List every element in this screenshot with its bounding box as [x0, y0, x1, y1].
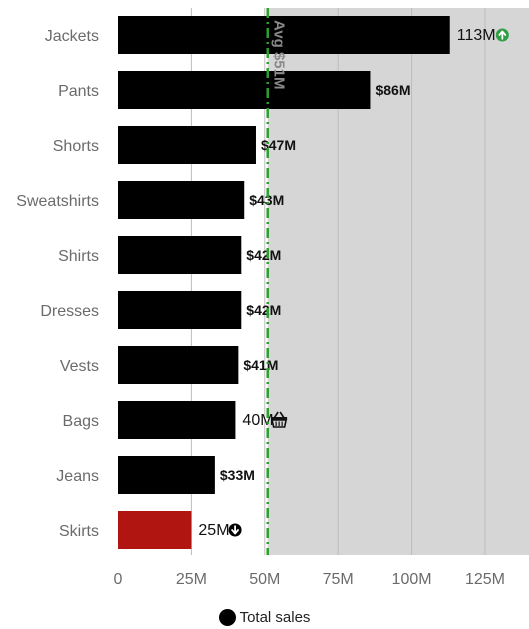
- value-label-pants: $86M: [375, 82, 410, 98]
- bar-pants: [118, 71, 371, 109]
- value-label-skirts: 25M: [198, 522, 229, 539]
- value-label-vests: $41M: [243, 357, 278, 373]
- average-reference-label: Avg $51M: [271, 20, 288, 89]
- category-label-jeans: Jeans: [56, 468, 99, 485]
- bar-vests: [118, 346, 239, 384]
- category-label-skirts: Skirts: [59, 523, 99, 540]
- legend-label-total-sales: Total sales: [239, 609, 311, 626]
- category-label-vests: Vests: [60, 358, 99, 375]
- chart-legend: Total sales: [0, 609, 529, 626]
- bar-skirts: [118, 511, 192, 549]
- bar-dresses: [118, 291, 242, 329]
- x-tick-label-0: 0: [114, 571, 123, 588]
- bar-jeans: [118, 456, 215, 494]
- value-label-shorts: $47M: [261, 137, 296, 153]
- x-tick-label-75: 75M: [323, 571, 354, 588]
- x-tick-label-25: 25M: [176, 571, 207, 588]
- category-label-dresses: Dresses: [40, 303, 99, 320]
- category-label-jackets: Jackets: [45, 28, 99, 45]
- x-tick-label-125: 125M: [465, 571, 505, 588]
- bar-chart: 0 25M 50M 75M 100M 125M Jackets 113M Pants $86M Sh…: [16, 8, 529, 588]
- category-label-pants: Pants: [58, 83, 99, 100]
- category-label-bags: Bags: [63, 413, 99, 430]
- arrow-down-circle-icon: [228, 523, 242, 537]
- x-tick-label-100: 100M: [392, 571, 432, 588]
- bar-jackets: [118, 16, 450, 54]
- basket-icon: [271, 411, 288, 428]
- x-tick-label-50: 50M: [249, 571, 280, 588]
- arrow-up-circle-icon: [495, 28, 509, 42]
- bar-sweatshirts: [118, 181, 245, 219]
- value-label-jeans: $33M: [220, 467, 255, 483]
- value-label-jackets: 113M: [457, 27, 496, 44]
- category-label-shorts: Shorts: [53, 138, 99, 155]
- value-label-shirts: $42M: [246, 247, 281, 263]
- value-label-dresses: $42M: [246, 302, 281, 318]
- value-label-bags: 40M: [242, 412, 273, 429]
- bar-shirts: [118, 236, 242, 274]
- legend-swatch: [218, 609, 236, 626]
- category-label-shirts: Shirts: [58, 248, 99, 265]
- bar-bags: [118, 401, 236, 439]
- category-label-sweatshirts: Sweatshirts: [16, 193, 99, 210]
- bar-shorts: [118, 126, 256, 164]
- value-label-sweatshirts: $43M: [249, 192, 284, 208]
